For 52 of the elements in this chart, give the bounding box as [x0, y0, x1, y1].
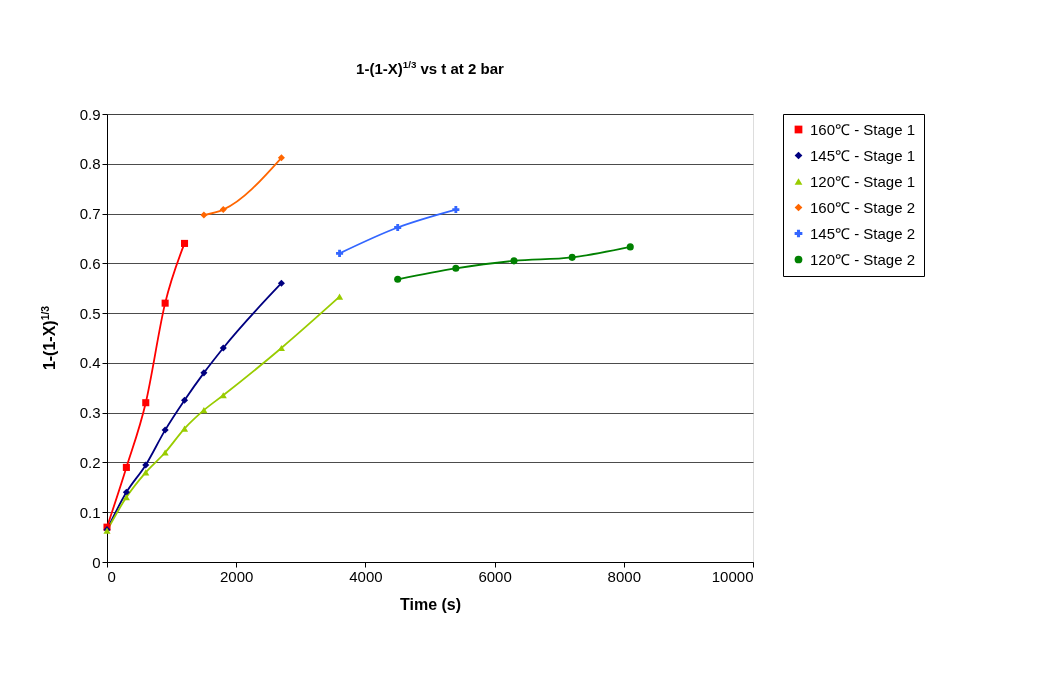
- x-tick-label: 10000: [711, 567, 754, 585]
- point: [219, 344, 227, 352]
- y-tick-label: 0.4: [79, 354, 101, 372]
- point: [161, 299, 169, 307]
- legend-label: 120℃ - Stage 1: [810, 172, 916, 190]
- y-axis-title: 1-(1-X)1/3: [39, 305, 58, 371]
- point: [122, 494, 130, 501]
- point: [219, 206, 227, 214]
- legend-label: 160℃ - Stage 1: [810, 120, 916, 138]
- x-tick-label: 4000: [349, 567, 383, 585]
- x-axis-title: Time (s): [399, 595, 462, 613]
- y-tick-label: 0.1: [79, 503, 101, 521]
- y-tick-label: 0.3: [79, 404, 101, 422]
- legend-label: 160℃ - Stage 2: [810, 198, 916, 216]
- point: [142, 461, 150, 469]
- point: [180, 239, 189, 247]
- y-tick-label: 0.6: [79, 254, 101, 272]
- x-tick-label: 6000: [478, 567, 512, 585]
- point: [180, 396, 189, 404]
- point: [277, 154, 285, 162]
- point: [568, 253, 576, 261]
- point: [161, 449, 169, 456]
- y-tick-label: 0.9: [79, 105, 101, 123]
- point: [336, 293, 344, 300]
- point: [452, 264, 460, 272]
- legend-label: 145℃ - Stage 1: [810, 146, 916, 164]
- point: [510, 257, 518, 265]
- x-tick-label: 0: [107, 567, 116, 585]
- y-tick-label: 0.5: [79, 304, 101, 322]
- y-tick-label: 0.2: [79, 453, 101, 471]
- point: [277, 279, 285, 287]
- point: [626, 243, 634, 251]
- x-tick-label: 8000: [607, 567, 641, 585]
- y-tick-label: 0.7: [79, 205, 101, 223]
- y-tick-label: 0.8: [79, 155, 101, 173]
- point: [452, 206, 460, 214]
- point: [161, 426, 169, 434]
- y-tick-label: 0: [92, 553, 101, 571]
- x-tick-label: 2000: [220, 567, 254, 585]
- point: [180, 425, 189, 432]
- point: [200, 211, 208, 219]
- point: [200, 369, 208, 377]
- point: [394, 275, 402, 283]
- point: [219, 392, 227, 399]
- legend-label: 120℃ - Stage 2: [810, 250, 916, 268]
- point: [394, 223, 402, 232]
- point: [336, 249, 344, 257]
- point: [122, 488, 130, 496]
- point: [142, 399, 150, 407]
- legend-label: 145℃ - Stage 2: [810, 224, 916, 242]
- point: [122, 463, 130, 471]
- point: [277, 344, 285, 352]
